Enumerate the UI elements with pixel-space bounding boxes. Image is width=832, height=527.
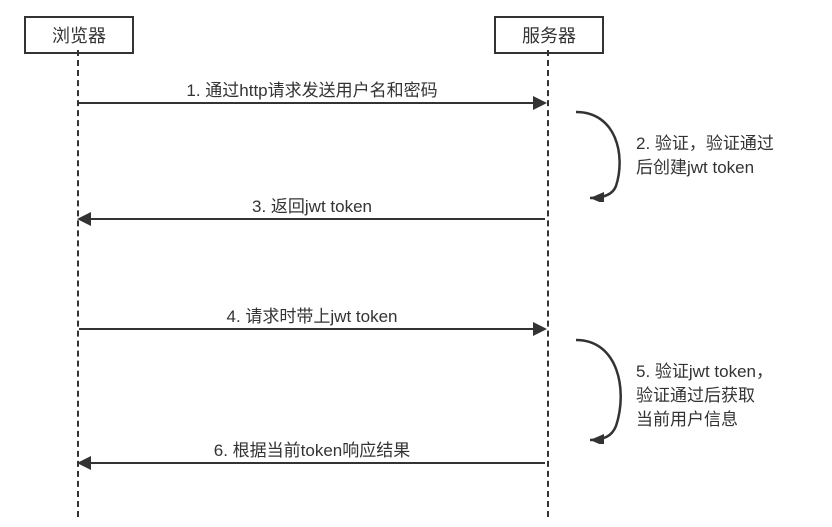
self-action-5-note: 5. 验证jwt token， 验证通过后获取 当前用户信息 bbox=[636, 360, 773, 431]
message-4-arrow bbox=[79, 328, 545, 330]
message-1-arrow bbox=[79, 102, 545, 104]
lifeline-server bbox=[547, 50, 549, 517]
arrowhead-right-icon bbox=[533, 322, 547, 336]
message-3-arrow bbox=[79, 218, 545, 220]
self-action-5-line2: 验证通过后获取 bbox=[636, 384, 773, 408]
actor-browser-box: 浏览器 bbox=[24, 16, 134, 54]
self-action-2-line2: 后创建jwt token bbox=[636, 156, 774, 180]
self-action-5-arc bbox=[570, 336, 630, 444]
message-3-label: 3. 返回jwt token bbox=[78, 192, 546, 217]
self-action-5-line3: 当前用户信息 bbox=[636, 408, 773, 432]
message-1-label: 1. 通过http请求发送用户名和密码 bbox=[78, 76, 546, 101]
message-6-arrow bbox=[79, 462, 545, 464]
self-action-2-line1: 2. 验证，验证通过 bbox=[636, 132, 774, 156]
arrowhead-right-icon bbox=[533, 96, 547, 110]
actor-server-label: 服务器 bbox=[522, 26, 576, 46]
arrowhead-left-icon bbox=[77, 456, 91, 470]
self-action-2-arc bbox=[570, 108, 630, 202]
actor-server-box: 服务器 bbox=[494, 16, 604, 54]
self-action-5-line1: 5. 验证jwt token， bbox=[636, 360, 773, 384]
actor-browser-label: 浏览器 bbox=[52, 26, 106, 46]
arrowhead-left-icon bbox=[77, 212, 91, 226]
sequence-diagram: 浏览器 服务器 1. 通过http请求发送用户名和密码 2. 验证，验证通过 后… bbox=[0, 0, 832, 527]
self-action-2-note: 2. 验证，验证通过 后创建jwt token bbox=[636, 132, 774, 180]
message-6-label: 6. 根据当前token响应结果 bbox=[78, 436, 546, 461]
message-4-label: 4. 请求时带上jwt token bbox=[78, 302, 546, 327]
